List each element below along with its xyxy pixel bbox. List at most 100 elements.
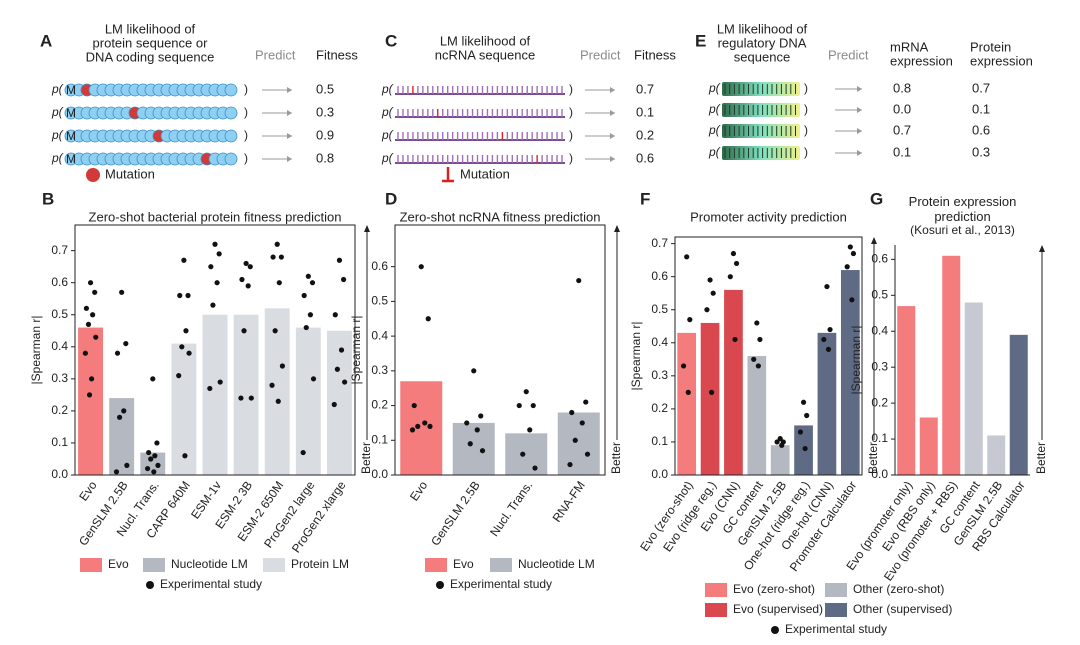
panel-title: LM likelihood of [440,33,531,48]
start-residue: M [66,152,76,166]
legend-swatch [425,558,447,572]
study-point [146,449,152,456]
bar [747,356,767,475]
y-tick-label: 0.0 [651,467,668,481]
p-close: ) [804,81,808,95]
arrow-head [610,87,615,93]
study-point [154,440,160,446]
legend-label: Evo (supervised) [733,602,823,616]
study-point [309,280,316,286]
legend-label: Evo [453,557,474,571]
legend-swatch [825,603,847,617]
study-point [243,260,249,267]
panel-title: protein sequence or [93,35,209,50]
legend-label: Experimental study [450,577,552,591]
study-point [179,344,185,350]
p-close: ) [804,123,808,137]
study-point [181,257,187,263]
column-header: Fitness [316,47,358,62]
study-point [730,250,737,257]
study-point [471,368,477,374]
p-open: p( [708,102,722,116]
y-tick-label: 0.2 [871,395,888,409]
legend-swatch [263,558,285,572]
value-text: 0.6 [636,150,654,165]
study-point [800,399,807,405]
study-point [152,453,158,459]
better-arrow-head [871,237,877,244]
chart-title: Zero-shot bacterial protein fitness pred… [89,209,342,224]
study-point [779,442,785,448]
p-close: ) [244,105,248,119]
study-point [310,376,317,382]
arrow-head [287,110,292,116]
y-tick-label: 0.3 [371,363,388,377]
legend-dot [146,581,154,589]
study-point [523,389,529,395]
study-point [185,292,191,299]
study-point [733,260,740,267]
panel-letter: E [695,31,706,50]
dna-box [722,103,800,117]
residue [224,83,238,97]
study-point [144,465,151,472]
study-point [113,469,120,475]
study-point [709,389,715,395]
value-text: 0.0 [893,101,911,116]
legend-swatch [705,583,727,597]
study-point [90,312,96,318]
better-label: Better [1034,442,1048,474]
study-point [334,366,340,372]
study-point [212,241,218,247]
study-point [802,445,808,452]
bar [171,343,197,475]
frame [674,236,863,476]
study-point [804,412,810,419]
study-point [92,289,98,295]
bar [557,412,600,475]
study-point [114,350,121,356]
study-point [278,254,284,260]
bar [724,289,743,475]
study-point [567,461,573,468]
value-text: 0.5 [316,81,334,96]
y-tick-label: 0.5 [651,302,668,316]
study-point [850,250,857,257]
study-point [704,307,710,313]
study-point [87,280,94,286]
arrow-head [857,150,862,156]
panel-letter: D [385,189,397,208]
y-tick-label: 0.3 [871,359,888,373]
y-axis-label: |Spearman r| [629,322,643,391]
y-tick-label: 0.4 [871,323,888,337]
column-header: Protein [970,39,1011,54]
p-close: ) [804,102,808,116]
chart-title: Protein expression prediction [909,194,1017,224]
bar [202,314,228,475]
bar [840,270,860,475]
y-tick-label: 0.0 [51,467,68,481]
legend-label: Experimental study [160,577,262,591]
panel-letter: B [42,189,54,208]
legend-label: Protein LM [291,557,349,571]
study-point [340,276,347,283]
study-point [239,276,245,283]
study-point [774,439,780,445]
study-point [247,264,253,270]
p-close: ) [569,105,573,119]
y-tick-label: 0.6 [371,259,388,273]
study-point [331,401,337,408]
y-tick-label: 0.3 [651,368,668,382]
legend-dot [436,581,444,589]
dna-box [722,82,800,96]
y-tick-label: 0.2 [651,401,668,415]
bar [1009,334,1028,475]
p-open: p( [51,151,65,165]
legend-swatch [825,583,847,597]
dna-box [722,146,800,160]
frame [394,224,606,476]
arrow-head [610,133,615,139]
arrow-head [610,110,615,116]
study-point [530,402,536,409]
p-open: p( [51,105,65,119]
